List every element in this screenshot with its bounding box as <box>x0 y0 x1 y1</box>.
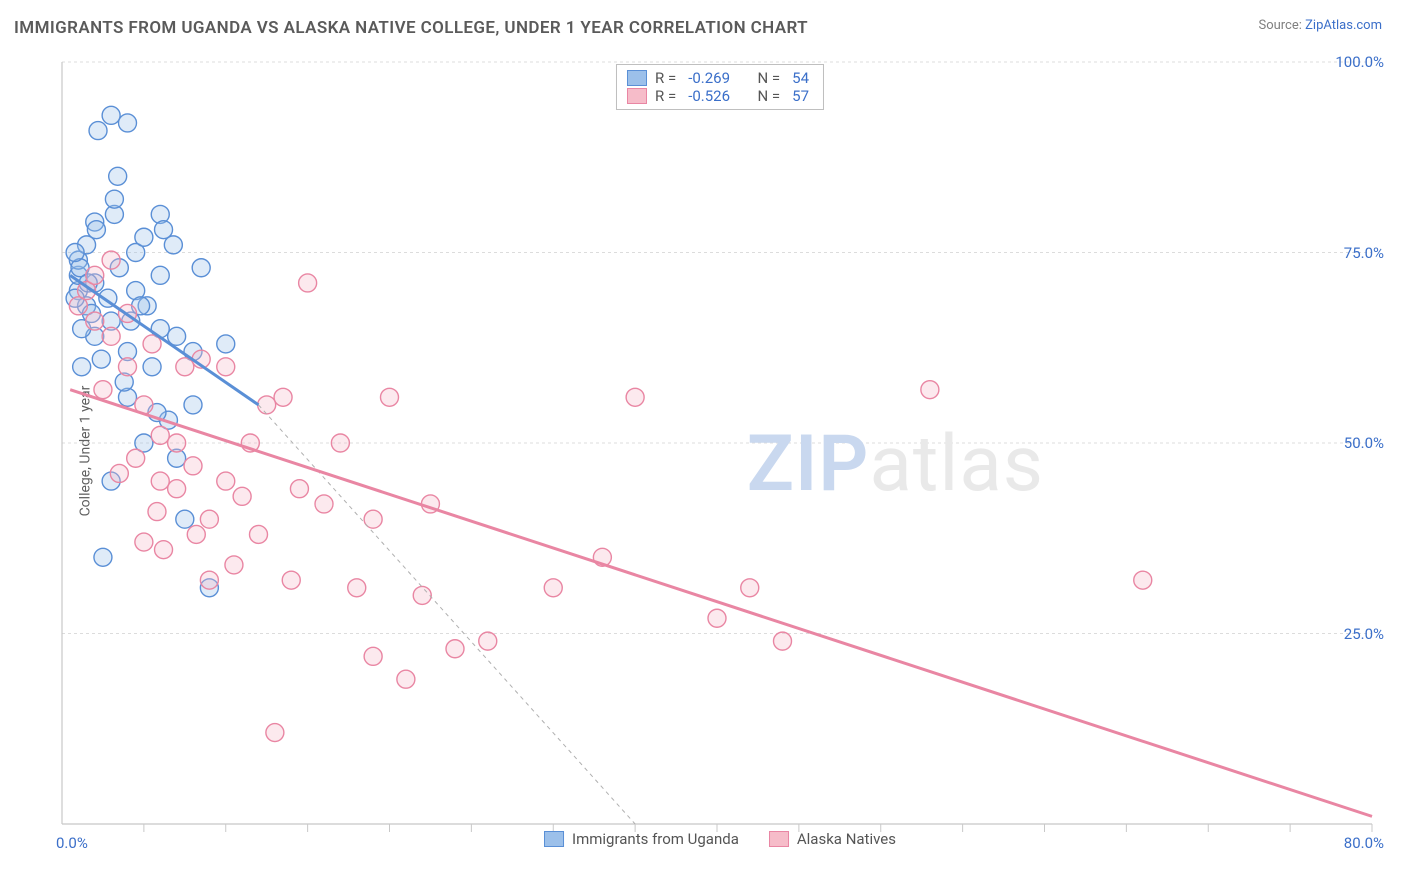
r-value: -0.269 <box>688 69 730 87</box>
header: IMMIGRANTS FROM UGANDA VS ALASKA NATIVE … <box>0 0 1406 46</box>
legend-item: Immigrants from Uganda <box>544 830 739 848</box>
legend-row: R = -0.269 N = 54 <box>627 69 813 87</box>
legend-swatch <box>544 831 564 847</box>
n-label: N = <box>757 69 780 87</box>
source-attribution: Source: ZipAtlas.com <box>1258 18 1382 33</box>
legend-swatch <box>627 70 647 86</box>
source-link[interactable]: ZipAtlas.com <box>1305 18 1382 33</box>
legend-label: Alaska Natives <box>797 830 896 848</box>
legend-swatch <box>769 831 789 847</box>
correlation-legend: R = -0.269 N = 54 R = -0.526 N = 57 <box>616 64 824 110</box>
y-tick-label: 50.0% <box>1344 434 1384 452</box>
series-legend: Immigrants from Uganda Alaska Natives <box>544 830 896 848</box>
r-label: R = <box>655 69 676 87</box>
source-prefix: Source: <box>1258 18 1305 33</box>
r-label: R = <box>655 87 676 105</box>
legend-label: Immigrants from Uganda <box>572 830 739 848</box>
n-value: 54 <box>792 69 809 87</box>
legend-item: Alaska Natives <box>769 830 896 848</box>
x-origin-label: 0.0% <box>56 834 88 852</box>
legend-row: R = -0.526 N = 57 <box>627 87 813 105</box>
y-tick-label: 75.0% <box>1344 244 1384 262</box>
n-label: N = <box>757 87 780 105</box>
x-end-label: 80.0% <box>1344 834 1384 852</box>
chart-title: IMMIGRANTS FROM UGANDA VS ALASKA NATIVE … <box>14 18 808 38</box>
y-tick-label: 25.0% <box>1344 625 1384 643</box>
scatter-chart <box>50 56 1390 846</box>
plot-area: College, Under 1 year ZIPatlas R =-0.269… <box>50 56 1390 846</box>
n-value: 57 <box>792 87 809 105</box>
r-value: -0.526 <box>688 87 730 105</box>
legend-swatch <box>627 88 647 104</box>
y-tick-label: 100.0% <box>1335 53 1384 71</box>
